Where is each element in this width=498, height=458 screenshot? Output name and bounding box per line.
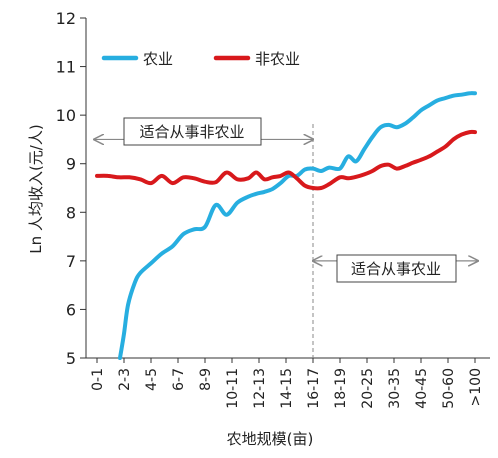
y-tick-label: 10	[56, 106, 76, 125]
x-tick-label: 20-25	[360, 368, 376, 409]
x-tick-label: 8-9	[198, 368, 214, 391]
series-line-agri	[118, 91, 477, 360]
x-tick-label: 12-13	[252, 368, 268, 409]
x-tick-label: 2-3	[117, 368, 133, 391]
annotation-right-box	[336, 254, 457, 283]
x-tick-label: 6-7	[171, 368, 187, 391]
x-tick-label: 50-60	[441, 368, 457, 409]
annotation-left: 适合从事非农业	[123, 117, 262, 146]
x-tick-label: 4-5	[144, 368, 160, 391]
x-tick-label: >100	[468, 368, 484, 406]
series-group	[95, 91, 477, 360]
x-tick-label: 16-17	[306, 368, 322, 409]
x-tick-label: 0-1	[90, 368, 106, 391]
legend: 农业 非农业	[101, 50, 300, 68]
y-tick-label: 6	[66, 300, 76, 319]
series-line-nonagri	[95, 129, 477, 191]
y-tick-label: 5	[66, 349, 76, 368]
y-tick-label: 7	[66, 252, 76, 271]
y-axis-label: Ln 人均收入(元/人)	[27, 124, 45, 253]
x-axis-label: 农地规模(亩)	[227, 430, 314, 448]
y-tick-label: 12	[56, 9, 76, 28]
annotation-left-box	[123, 117, 262, 146]
x-tick-label: 40-45	[414, 368, 430, 409]
y-tick-label: 8	[66, 203, 76, 222]
x-tick-group: 0-1 2-3 4-5 6-7 8-9 10-11 12-13 14-15 16-17 18-19…	[90, 358, 484, 409]
annotation-left-label: 适合从事非农业	[139, 123, 244, 141]
annotation-right: 适合从事农业	[336, 254, 457, 283]
y-tick-label: 11	[56, 58, 76, 77]
y-tick-label: 9	[66, 155, 76, 174]
x-tick-label: 18-19	[333, 368, 349, 409]
legend-label-nonagri: 非农业	[255, 50, 300, 68]
x-tick-label: 30-35	[387, 368, 403, 409]
y-tick-group: 5 6 7 8 9 10 11 12	[56, 9, 86, 368]
annotation-right-label: 适合从事农业	[351, 260, 441, 278]
legend-label-agri: 农业	[143, 50, 173, 68]
x-tick-label: 10-11	[225, 368, 241, 409]
x-tick-label: 14-15	[279, 368, 295, 409]
